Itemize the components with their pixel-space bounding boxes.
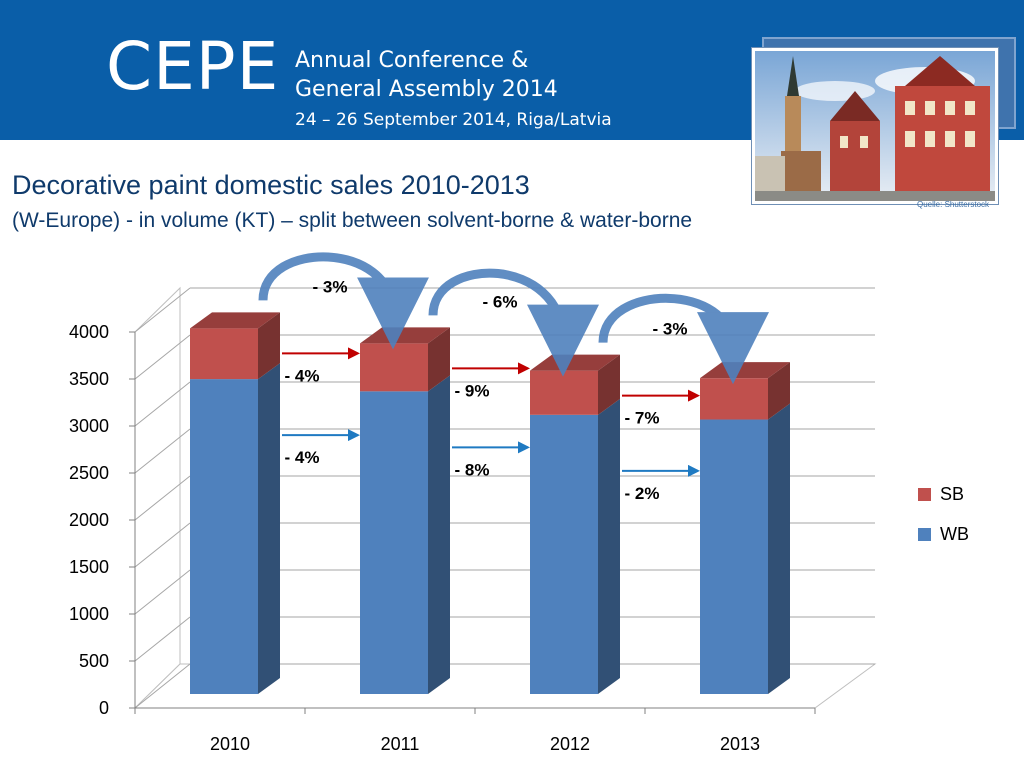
- bar-wb-2012: [530, 414, 598, 694]
- y-tick-label: 500: [79, 651, 109, 671]
- wb-change-label: - 2%: [625, 484, 660, 503]
- chart-subtitle: (W-Europe) - in volume (KT) – split betw…: [12, 209, 693, 232]
- photo-credit: Quelle: Shutterstock: [917, 200, 990, 209]
- gridline-depth: [134, 616, 191, 662]
- stacked-bar-chart: 0 500 1000 1500 2000 2500 3000 3500 4000 2010 2011…: [69, 252, 877, 754]
- y-tick-label: 2000: [69, 510, 109, 530]
- gridline-depth: [134, 475, 191, 521]
- bars: [190, 312, 790, 694]
- riga-town-hall-photo: [752, 48, 998, 204]
- legend-swatch-wb: [918, 528, 931, 541]
- total-change-label: - 3%: [653, 320, 688, 339]
- gridline-depth: [134, 428, 191, 474]
- wb-change-label: - 8%: [455, 460, 490, 479]
- bar-side-wb-2011: [428, 375, 450, 694]
- gridline-depth: [134, 663, 191, 709]
- legend-item-sb: SB: [918, 484, 964, 505]
- x-tick-label: 2011: [381, 734, 420, 754]
- bar-sb-2011: [360, 343, 428, 392]
- y-tick-label: 2500: [69, 463, 109, 483]
- gridline-depth: [134, 287, 191, 333]
- bar-side-sb-2010: [258, 312, 280, 380]
- legend-label-wb: WB: [940, 524, 969, 544]
- cepe-logo: CEPE: [106, 28, 280, 105]
- y-tick-label: 4000: [69, 322, 109, 342]
- legend-item-wb: WB: [918, 524, 969, 545]
- x-tick-label: 2013: [720, 734, 760, 754]
- total-change-label: - 3%: [313, 277, 348, 296]
- x-tick-label: 2010: [210, 734, 250, 754]
- gridline-depth: [134, 334, 191, 380]
- y-tick-label: 3500: [69, 369, 109, 389]
- annotations: - 3% - 4% - 4% - 6% - 9% - 8% - 3% - 7% - 2%: [258, 252, 769, 503]
- gridline-depth: [134, 569, 191, 615]
- total-change-arrow: [258, 252, 429, 350]
- total-change-label: - 6%: [483, 292, 518, 311]
- wb-change-label: - 4%: [285, 448, 320, 467]
- x-tick-label: 2012: [550, 734, 590, 754]
- sb-change-label: - 7%: [625, 409, 660, 428]
- legend-label-sb: SB: [940, 484, 965, 504]
- bar-wb-2011: [360, 391, 428, 694]
- y-tick-label: 1500: [69, 557, 109, 577]
- gridline-depth: [134, 381, 191, 427]
- riga-buildings-illustration: [755, 51, 995, 201]
- bar-side-sb-2013: [768, 362, 790, 420]
- bar-wb-2013: [700, 419, 768, 694]
- conference-title-line1: Annual Conference &: [295, 48, 529, 73]
- chart-walls: [133, 286, 877, 710]
- bar-wb-2010: [190, 379, 258, 694]
- bar-side-wb-2013: [768, 403, 790, 694]
- y-tick-label: 0: [99, 698, 109, 718]
- sb-change-label: - 4%: [285, 366, 320, 385]
- bar-sb-2012: [530, 370, 598, 415]
- y-tick-label: 3000: [69, 416, 109, 436]
- y-tick-label: 1000: [69, 604, 109, 624]
- bar-top-sb-2010: [190, 312, 280, 329]
- bar-side-wb-2010: [258, 363, 280, 694]
- bar-side-sb-2012: [598, 354, 620, 415]
- sb-change-label: - 9%: [455, 381, 490, 400]
- legend-swatch-sb: [918, 488, 931, 501]
- conference-dates: 24 – 26 September 2014, Riga/Latvia: [295, 110, 612, 130]
- bar-side-sb-2011: [428, 327, 450, 392]
- gridline-depth: [134, 522, 191, 568]
- chart-title: Decorative paint domestic sales 2010-201…: [12, 170, 530, 200]
- side-wall: [134, 286, 181, 710]
- bar-sb-2010: [190, 328, 258, 380]
- bar-side-wb-2012: [598, 398, 620, 694]
- axes: 0 500 1000 1500 2000 2500 3000 3500 4000 2010 2011…: [69, 322, 816, 754]
- conference-title-line2: General Assembly 2014: [295, 77, 558, 102]
- total-change-arrow: [428, 268, 599, 377]
- total-change-arrow: [598, 293, 769, 385]
- bar-sb-2013: [700, 378, 768, 420]
